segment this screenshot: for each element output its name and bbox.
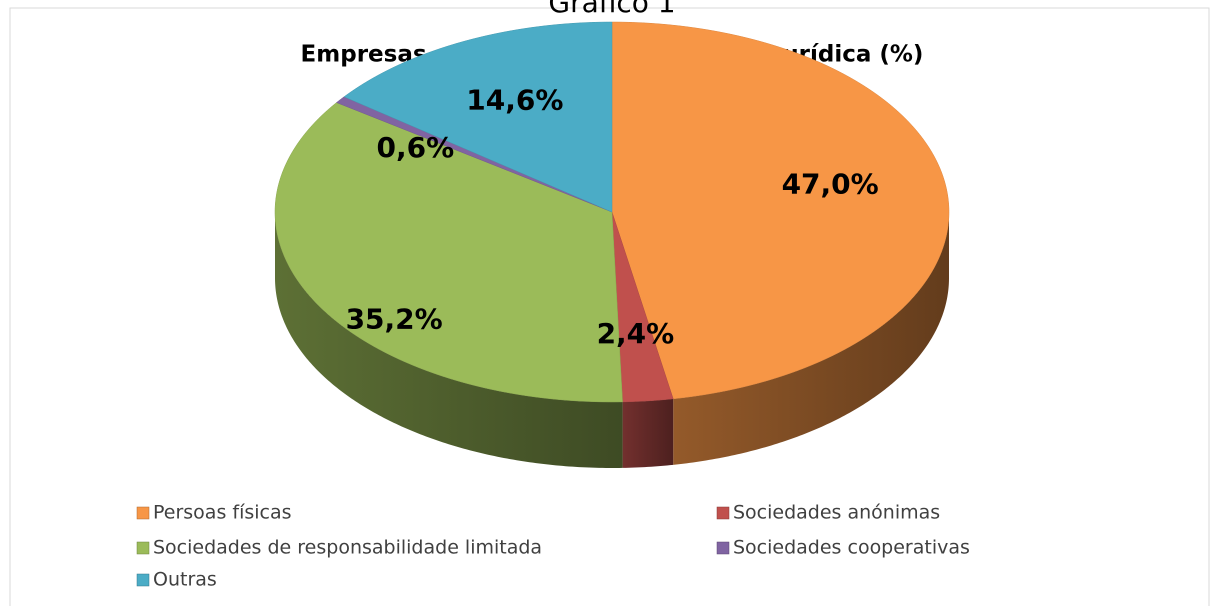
data-label: 35,2%: [346, 303, 443, 336]
legend-label: Sociedades de responsabilidade limitada: [153, 537, 542, 559]
legend-swatch: [716, 506, 730, 520]
legend-label: Persoas físicas: [153, 502, 292, 524]
pie-side: [673, 212, 949, 465]
data-label: 14,6%: [466, 83, 563, 116]
legend-swatch: [136, 541, 150, 555]
pie-slice: [611, 211, 674, 403]
legend-swatch: [136, 506, 150, 520]
data-label: 2,4%: [597, 317, 675, 350]
legend-swatch: [136, 573, 150, 587]
legend-swatch: [716, 541, 730, 555]
pie-slice: [611, 21, 950, 400]
page-heading: Gráfico 1: [548, 0, 675, 19]
legend-label: Sociedades cooperativas: [733, 537, 970, 559]
data-label: 47,0%: [782, 168, 879, 201]
legend-label: Outras: [153, 569, 217, 591]
legend-label: Sociedades anónimas: [733, 502, 940, 524]
pie-slice: [343, 21, 613, 213]
pie-side: [622, 398, 674, 468]
data-label: 0,6%: [377, 131, 455, 164]
pie-side: [275, 212, 623, 468]
pie-slice: [274, 102, 623, 403]
